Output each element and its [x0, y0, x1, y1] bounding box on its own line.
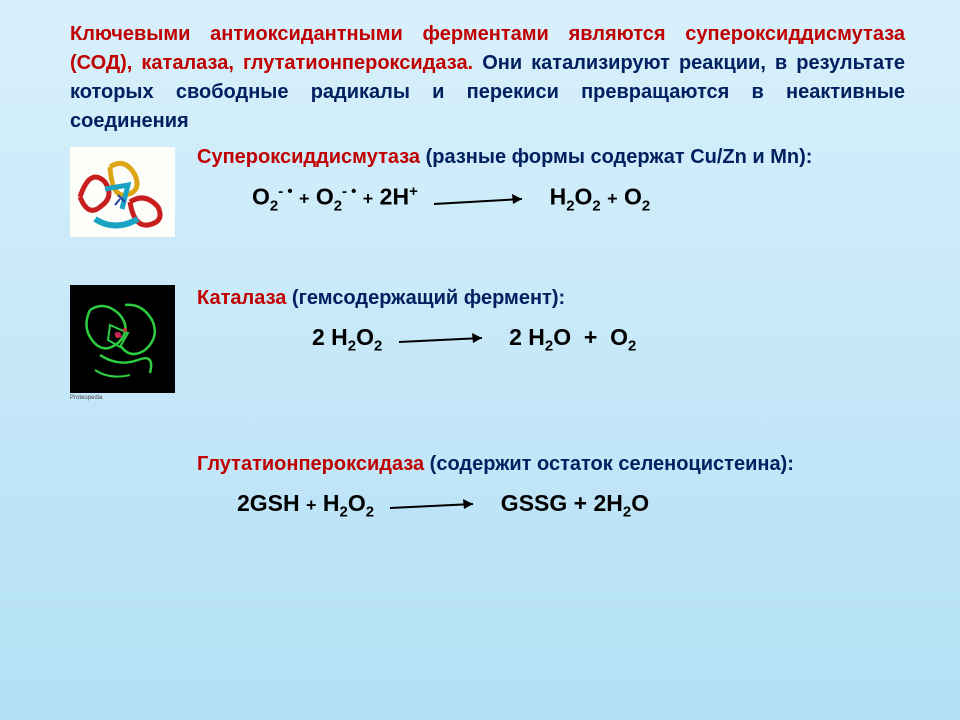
catalase-image-col: Proteopedia — [70, 285, 182, 401]
intro-paragraph: Ключевыми антиоксидантными ферментами яв… — [70, 20, 905, 136]
section-catalase: Proteopedia Каталаза (гемсодержащий ферм… — [70, 285, 905, 401]
sod-reaction: O2- • + O2- • + 2H+ H2O2 + O2 — [197, 183, 905, 214]
gpx-reaction: 2GSH + H2O2 GSSG + 2H2O — [197, 490, 905, 521]
catalase-name: Каталаза — [197, 287, 286, 309]
img-caption: Proteopedia — [70, 395, 102, 401]
section-sod: Супероксиддисмутаза (разные формы содерж… — [70, 144, 905, 237]
reaction-arrow-icon — [390, 496, 480, 514]
gpx-desc: (содержит остаток селеноцистеина): — [424, 453, 794, 475]
gpx-name: Глутатионпероксидаза — [197, 453, 424, 475]
catalase-reaction: 2 H2O2 2 H2O + O2 — [197, 324, 905, 355]
catalase-title: Каталаза (гемсодержащий фермент): — [197, 285, 905, 312]
catalase-text-col: Каталаза (гемсодержащий фермент): 2 H2O2… — [182, 285, 905, 355]
section-gpx: Глутатионпероксидаза (содержит остаток с… — [70, 451, 905, 521]
gpx-title: Глутатионпероксидаза (содержит остаток с… — [197, 451, 905, 478]
reaction-arrow-icon — [399, 330, 489, 348]
reaction-arrow-icon — [434, 189, 529, 209]
catalase-desc: (гемсодержащий фермент): — [286, 287, 565, 309]
sod-protein-icon — [70, 147, 175, 237]
sod-name: Супероксиддисмутаза — [197, 146, 420, 168]
gpx-text-col: Глутатионпероксидаза (содержит остаток с… — [70, 451, 905, 521]
sod-title: Супероксиддисмутаза (разные формы содерж… — [197, 144, 905, 171]
catalase-protein-icon — [70, 285, 175, 393]
sod-desc: (разные формы содержат Cu/Zn и Mn): — [420, 146, 812, 168]
sod-image-col — [70, 144, 182, 237]
sod-text-col: Супероксиддисмутаза (разные формы содерж… — [182, 144, 905, 214]
